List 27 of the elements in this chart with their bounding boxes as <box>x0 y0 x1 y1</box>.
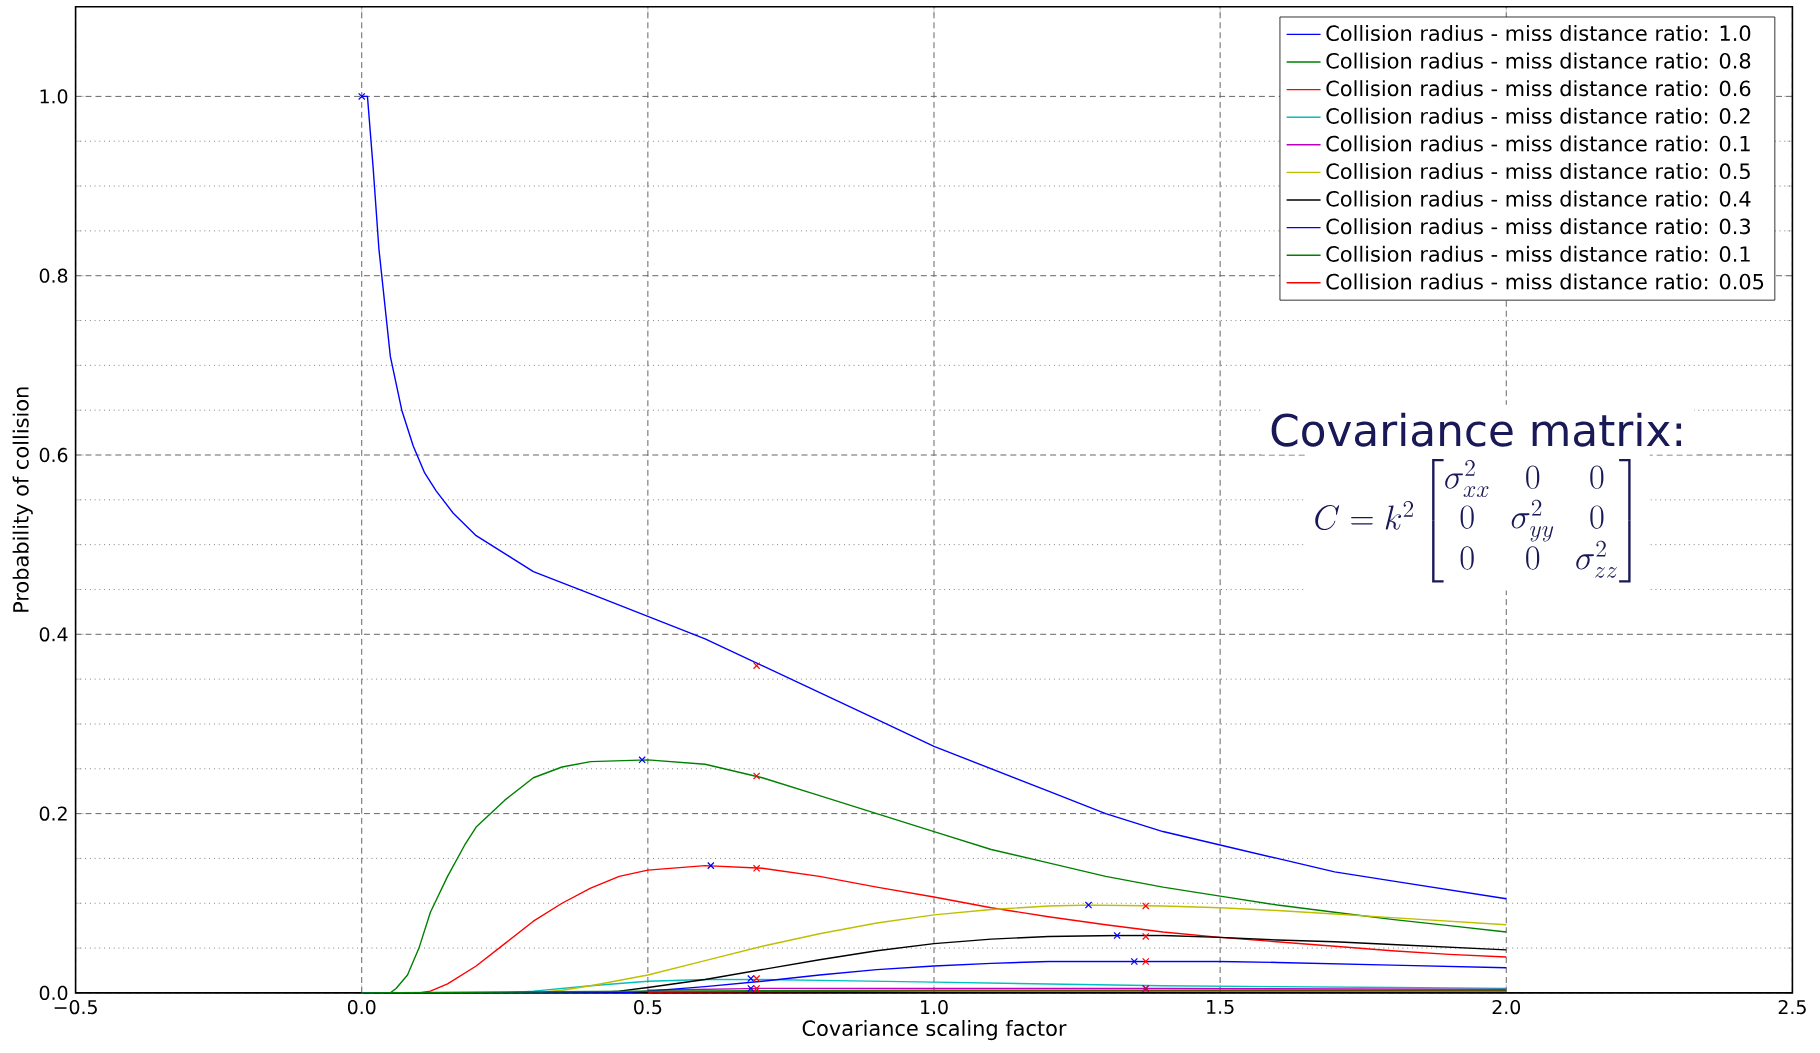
x-tick-label: 2.5 <box>1778 1000 1806 1015</box>
y-tick-label: 0.0 <box>39 985 68 1001</box>
legend-label: Collision radius - miss distance ratio: 1.0 <box>1326 25 1751 42</box>
x-tick-label: 1.5 <box>1207 1000 1234 1015</box>
x-tick-label: 0.5 <box>634 1000 662 1015</box>
y-tick-label: 0.2 <box>39 806 67 821</box>
annotation: Covariance matrix: <box>1271 412 1682 447</box>
legend-label: Collision radius - miss distance ratio: 0.05 <box>1326 273 1764 290</box>
legend-label: Collision radius - miss distance ratio: 0.1 <box>1326 245 1750 263</box>
x-tick-label: 2.0 <box>1492 1000 1521 1015</box>
legend-label: Collision radius - miss distance ratio: 0.5 <box>1326 163 1750 180</box>
y-tick-label: 0.6 <box>39 447 68 463</box>
annotation: $C = k^2\begin{bmatrix}\sigma_{xx}^2 & 0 & 0\\ 0 & \sigma_{yy}^2 & 0\\ 0 & 0 & \sigma_{zz}^2\end{bmatrix}$ <box>1315 459 1631 583</box>
y-tick-label: 1.0 <box>40 89 68 104</box>
y-axis-title: Probability of collision <box>12 387 33 612</box>
legend-label: Collision radius - miss distance ratio: 0.6 <box>1326 80 1751 97</box>
x-tick-label: 0.0 <box>347 1000 376 1015</box>
x-tick-label: −0.5 <box>54 1000 97 1015</box>
legend-label: Collision radius - miss distance ratio: 0.4 <box>1326 190 1751 207</box>
x-tick-label: 1.0 <box>921 1000 948 1015</box>
legend-label: Collision radius - miss distance ratio: 0.2 <box>1326 107 1750 125</box>
y-tick-label: 0.4 <box>39 627 68 642</box>
x-axis-title: Covariance scaling factor <box>802 1020 1067 1041</box>
legend-label: Collision radius - miss distance ratio: 0.1 <box>1326 135 1750 152</box>
legend-label: Collision radius - miss distance ratio: 0.8 <box>1326 52 1751 69</box>
legend-label: Collision radius - miss distance ratio: 0.3 <box>1326 218 1750 235</box>
y-tick-label: 0.8 <box>39 268 68 283</box>
